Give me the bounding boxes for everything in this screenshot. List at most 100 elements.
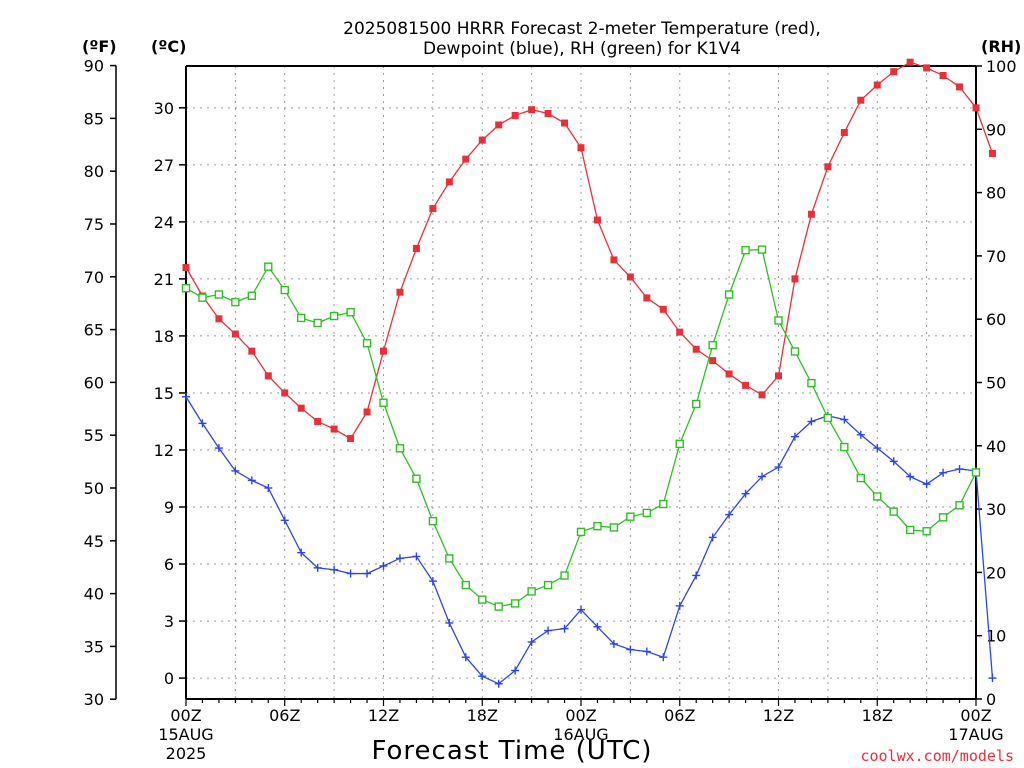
temperature-point bbox=[709, 357, 717, 365]
temperature-point bbox=[330, 425, 338, 433]
dewpoint-point bbox=[428, 577, 437, 586]
rh-tick-label: 90 bbox=[986, 120, 1006, 139]
rh-point bbox=[905, 525, 915, 535]
rh-point bbox=[576, 527, 586, 537]
x-tick-label: 18Z bbox=[862, 706, 893, 725]
celsius-unit-label: (ºC) bbox=[151, 37, 186, 56]
series-layer bbox=[181, 58, 997, 688]
temperature-point bbox=[890, 68, 898, 76]
rh-point bbox=[461, 580, 470, 590]
rh-point bbox=[214, 290, 224, 299]
dewpoint-point bbox=[280, 516, 289, 525]
dewpoint-point bbox=[626, 645, 635, 654]
temperature-point bbox=[462, 155, 470, 163]
temperature-point bbox=[758, 391, 766, 399]
x-tick-label: 00Z bbox=[170, 706, 201, 725]
dewpoint-point bbox=[182, 392, 190, 401]
rh-point bbox=[428, 516, 438, 526]
rh-point bbox=[955, 501, 964, 510]
dewpoint-point bbox=[906, 472, 915, 481]
rh-point bbox=[938, 513, 948, 522]
rh-point bbox=[971, 468, 981, 477]
dewpoint-line bbox=[185, 396, 994, 685]
temperature-point bbox=[264, 372, 272, 380]
rh-point bbox=[675, 439, 684, 449]
x-tick-label: 17AUG bbox=[948, 725, 1003, 744]
temperature-point bbox=[495, 121, 503, 129]
dewpoint-point bbox=[231, 466, 240, 475]
fahrenheit-tick-label: 70 bbox=[84, 268, 104, 287]
temperature-point bbox=[215, 315, 223, 323]
rh-unit-label: (RH) bbox=[981, 37, 1021, 56]
fahrenheit-tick-label: 50 bbox=[84, 479, 104, 498]
temperature-point bbox=[347, 435, 355, 443]
fahrenheit-tick-label: 55 bbox=[84, 426, 104, 445]
x-tick-label: 16AUG bbox=[553, 725, 608, 744]
celsius-tick-label: 15 bbox=[154, 384, 174, 403]
dewpoint-point bbox=[939, 468, 948, 477]
fahrenheit-tick-label: 65 bbox=[84, 321, 104, 340]
rh-point bbox=[609, 523, 619, 532]
celsius-tick-label: 6 bbox=[164, 555, 174, 574]
dewpoint-point bbox=[461, 653, 470, 662]
rh-point bbox=[724, 290, 734, 299]
rh-point bbox=[280, 285, 289, 295]
temperature-point bbox=[742, 381, 750, 389]
dewpoint-point bbox=[478, 672, 487, 681]
x-tick-label: 00Z bbox=[565, 706, 596, 725]
fahrenheit-tick-label: 60 bbox=[84, 373, 104, 392]
celsius-tick-label: 0 bbox=[164, 669, 174, 688]
rh-point bbox=[840, 442, 849, 452]
dewpoint-point bbox=[297, 548, 306, 557]
rh-point bbox=[757, 245, 767, 254]
temperature-point bbox=[824, 163, 832, 171]
rh-point bbox=[692, 399, 701, 409]
fahrenheit-tick-label: 80 bbox=[84, 162, 104, 181]
rh-point bbox=[181, 283, 191, 293]
rh-point bbox=[873, 492, 882, 501]
temperature-point bbox=[314, 417, 322, 425]
temperature-point bbox=[412, 244, 420, 252]
rh-tick-label: 60 bbox=[986, 310, 1006, 329]
rh-tick-label: 0 bbox=[986, 690, 996, 709]
rh-tick-label: 10 bbox=[986, 627, 1006, 646]
temperature-point bbox=[857, 96, 865, 104]
x-tick-label: 15AUG bbox=[158, 725, 213, 744]
dewpoint-point bbox=[330, 565, 339, 574]
temperature-point bbox=[972, 104, 980, 112]
dewpoint-point bbox=[807, 417, 816, 426]
dewpoint-point bbox=[346, 569, 355, 578]
dewpoint-point bbox=[511, 666, 520, 675]
temperature-point bbox=[445, 178, 453, 186]
dewpoint-point bbox=[363, 569, 372, 578]
celsius-tick-label: 27 bbox=[154, 156, 174, 175]
x-tick-label: 06Z bbox=[664, 706, 695, 725]
dewpoint-point bbox=[642, 647, 651, 656]
dewpoint-point bbox=[741, 489, 750, 498]
dewpoint-point bbox=[214, 444, 223, 453]
rh-point bbox=[659, 499, 668, 509]
temperature-line bbox=[185, 61, 994, 440]
x-tick-label: 2025 bbox=[166, 744, 207, 763]
celsius-tick-label: 9 bbox=[164, 498, 174, 517]
dewpoint-point bbox=[544, 626, 553, 635]
rh-point bbox=[774, 316, 783, 325]
temperature-point bbox=[725, 370, 733, 378]
celsius-tick-label: 21 bbox=[154, 270, 174, 289]
temperature-point bbox=[643, 294, 651, 302]
dewpoint-point bbox=[758, 472, 767, 481]
x-tick-label: 06Z bbox=[269, 706, 300, 725]
temperature-point bbox=[396, 288, 404, 296]
temperature-point bbox=[906, 58, 914, 66]
rh-tick-label: 20 bbox=[986, 563, 1006, 582]
temperature-point bbox=[923, 64, 931, 72]
temperature-point bbox=[791, 275, 799, 283]
dewpoint-point bbox=[494, 679, 503, 688]
temperature-point bbox=[659, 305, 667, 313]
temperature-point bbox=[692, 345, 700, 353]
temperature-point bbox=[182, 263, 190, 271]
rh-point bbox=[856, 473, 865, 483]
dewpoint-point bbox=[659, 653, 668, 662]
dewpoint-point bbox=[313, 563, 322, 572]
rh-point bbox=[198, 293, 207, 302]
